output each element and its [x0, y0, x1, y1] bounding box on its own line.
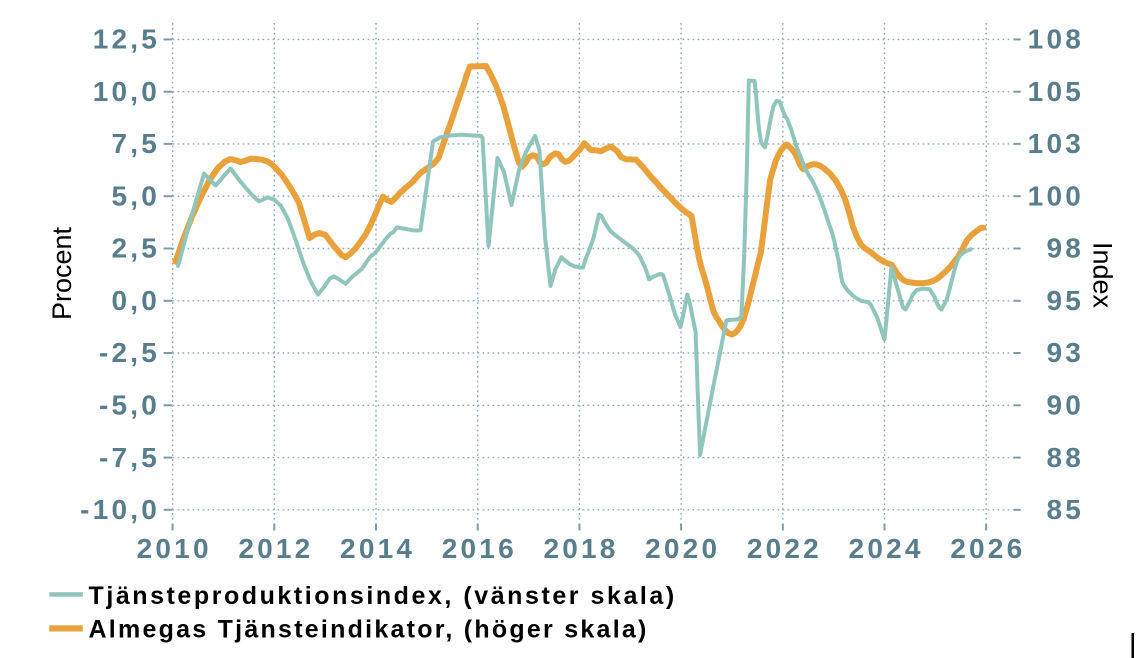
svg-text:2024: 2024 — [849, 533, 924, 564]
svg-text:-2,5: -2,5 — [99, 337, 160, 368]
svg-text:Procent: Procent — [47, 226, 77, 320]
svg-text:Tjänsteproduktionsindex, (väns: Tjänsteproduktionsindex, (vänster skala) — [89, 582, 677, 610]
svg-text:-7,5: -7,5 — [99, 442, 160, 473]
svg-text:98: 98 — [1046, 233, 1084, 264]
svg-text:105: 105 — [1028, 76, 1084, 107]
svg-text:103: 103 — [1028, 128, 1084, 159]
svg-text:Almegas Tjänsteindikator, (hög: Almegas Tjänsteindikator, (höger skala) — [89, 616, 649, 644]
svg-text:-5,0: -5,0 — [99, 390, 160, 421]
svg-text:100: 100 — [1028, 180, 1084, 211]
svg-text:0,0: 0,0 — [111, 285, 160, 316]
svg-text:2012: 2012 — [238, 533, 313, 564]
svg-text:88: 88 — [1046, 442, 1084, 473]
svg-text:2026: 2026 — [950, 533, 1025, 564]
svg-text:95: 95 — [1046, 285, 1084, 316]
svg-text:85: 85 — [1046, 494, 1084, 525]
svg-text:2014: 2014 — [340, 533, 415, 564]
svg-text:5,0: 5,0 — [111, 180, 160, 211]
svg-text:-10,0: -10,0 — [80, 494, 160, 525]
svg-text:93: 93 — [1046, 337, 1084, 368]
svg-text:108: 108 — [1028, 24, 1084, 55]
svg-text:90: 90 — [1046, 390, 1084, 421]
svg-text:2016: 2016 — [442, 533, 517, 564]
svg-text:10,0: 10,0 — [93, 76, 160, 107]
svg-text:2022: 2022 — [747, 533, 822, 564]
svg-text:7,5: 7,5 — [111, 128, 160, 159]
svg-text:2010: 2010 — [137, 533, 212, 564]
svg-text:2020: 2020 — [645, 533, 720, 564]
svg-text:2018: 2018 — [543, 533, 618, 564]
svg-text:Index: Index — [1088, 242, 1118, 309]
svg-text:12,5: 12,5 — [93, 24, 160, 55]
svg-text:2,5: 2,5 — [111, 233, 160, 264]
